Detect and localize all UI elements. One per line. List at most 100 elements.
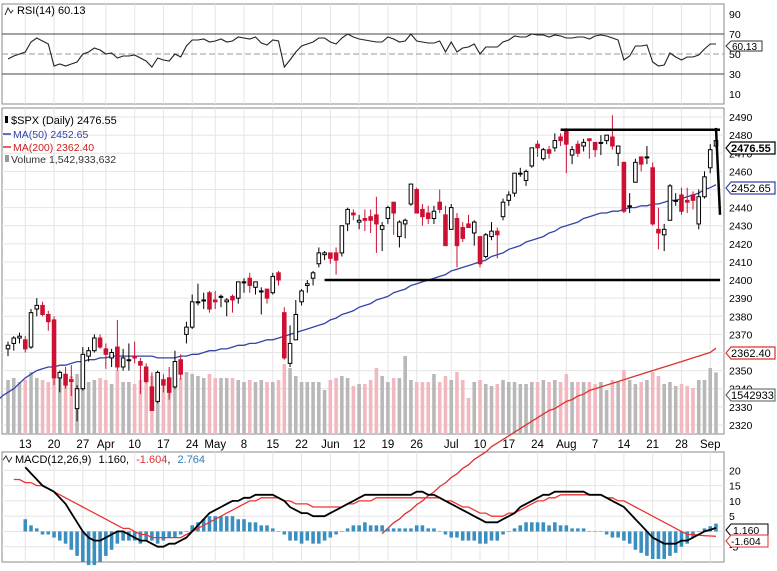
candle-body (598, 141, 604, 144)
macd-legend: MACD(12,26,9) 1.160, -1.604, 2.764 (2, 454, 205, 466)
volume-bar (414, 382, 419, 434)
rsi-label: RSI(14) 60.13 (17, 5, 85, 17)
macd-histogram-bar (127, 531, 131, 541)
candlesticks (5, 115, 719, 422)
price-y-tick-label: 2350 (729, 366, 753, 378)
volume-bar (564, 374, 569, 434)
macd-histogram-bar (512, 528, 517, 532)
macd-y-tick-label: -5 (729, 542, 738, 554)
price-y-tick-label: 2380 (729, 311, 753, 323)
macd-histogram-bar (610, 531, 615, 538)
macd-histogram-bar (524, 522, 528, 532)
candle-body (402, 219, 408, 225)
x-tick-label: May (204, 439, 226, 451)
x-tick-label: 17 (157, 439, 170, 451)
volume-bar (236, 380, 241, 434)
volume-bar (340, 376, 344, 434)
price-y-tick-label: 2440 (729, 203, 753, 215)
price-y-tick-label: 2330 (729, 402, 753, 414)
candle-body (397, 221, 402, 238)
macd-histogram-bar (455, 531, 459, 538)
volume-bar (115, 370, 120, 434)
macd-histogram-bar (627, 531, 632, 544)
volume-bar (581, 382, 586, 434)
candle-body (333, 252, 339, 261)
candle-body (109, 352, 114, 359)
macd-histogram-bar (224, 516, 229, 532)
volume-bar (40, 380, 45, 434)
volume-bar (363, 384, 367, 434)
macd-y-tick-label: 5 (729, 511, 735, 523)
volume-bar (23, 380, 28, 434)
candle-body (126, 359, 132, 362)
volume-bar (656, 376, 661, 434)
candle-body (28, 312, 34, 348)
volume-bar (144, 382, 148, 434)
candle-body (17, 335, 22, 339)
macd-histogram-bar (437, 531, 442, 532)
volume-bar (524, 384, 528, 434)
candle-body (276, 272, 281, 281)
macd-histogram-bar (178, 531, 183, 535)
macd-histogram-bar (29, 525, 33, 532)
candle-body (569, 149, 575, 156)
volume-bar (213, 378, 218, 434)
volume-bar (63, 378, 68, 434)
macd-histogram-bar (115, 531, 120, 544)
volume-bar (247, 380, 252, 434)
x-tick-label: 24 (531, 439, 544, 451)
candle-body (143, 366, 149, 382)
macd-histogram-bar (282, 531, 287, 535)
volume-bar (702, 380, 707, 434)
macd-histogram-bar (679, 531, 684, 547)
rsi-line-group (7, 33, 716, 69)
candle-body (345, 208, 350, 225)
volume-bar (282, 364, 287, 434)
candle-body (523, 170, 529, 181)
macd-histogram-bar (81, 531, 85, 562)
candle-body (621, 161, 627, 212)
candle-body (120, 357, 126, 368)
volume-bar (518, 384, 523, 434)
volume-bar (547, 382, 551, 434)
candle-body (69, 379, 74, 382)
candle-body (201, 299, 206, 302)
volume-bar (219, 378, 223, 434)
x-tick-label: 17 (502, 439, 515, 451)
price-y-tick-label: 2320 (729, 420, 753, 432)
macd-histogram-bar (702, 528, 707, 532)
candle-body (512, 172, 517, 194)
x-tick-label: 10 (128, 439, 141, 451)
candle-body (385, 207, 391, 219)
x-tick-label: 14 (618, 439, 631, 451)
macd-histogram-bar (98, 531, 102, 562)
macd-histogram-bar (397, 528, 402, 532)
volume-bar (616, 382, 620, 434)
x-tick-label: 21 (646, 439, 659, 451)
volume-bar (650, 372, 655, 434)
candle-body (339, 225, 345, 254)
candle-body (155, 371, 160, 402)
candle-body (414, 189, 419, 214)
macd-histogram-bar (75, 531, 79, 556)
volume-bar (506, 382, 511, 434)
candle-body (650, 167, 655, 225)
macd-histogram-bar (104, 531, 108, 556)
macd-histogram-bar (576, 528, 580, 532)
macd-histogram-bar (518, 525, 523, 532)
x-tick-label: 8 (241, 439, 247, 451)
volume-bar (34, 378, 39, 434)
x-tick-label: Apr (97, 439, 115, 451)
macd-badge: 1.160 (725, 523, 769, 537)
candle-body (92, 337, 97, 352)
volume-bar (639, 382, 643, 434)
macd-histogram-bar (604, 531, 609, 535)
volume-bar (449, 380, 454, 434)
macd-histogram-bar (599, 531, 603, 532)
macd-histogram-bar (288, 531, 292, 541)
volume-bar (190, 374, 194, 434)
macd-histogram-bar (167, 531, 171, 538)
price-y-tick-label: 2460 (729, 166, 753, 178)
macd-histogram-bar (328, 531, 333, 538)
volume-bar (662, 384, 666, 434)
